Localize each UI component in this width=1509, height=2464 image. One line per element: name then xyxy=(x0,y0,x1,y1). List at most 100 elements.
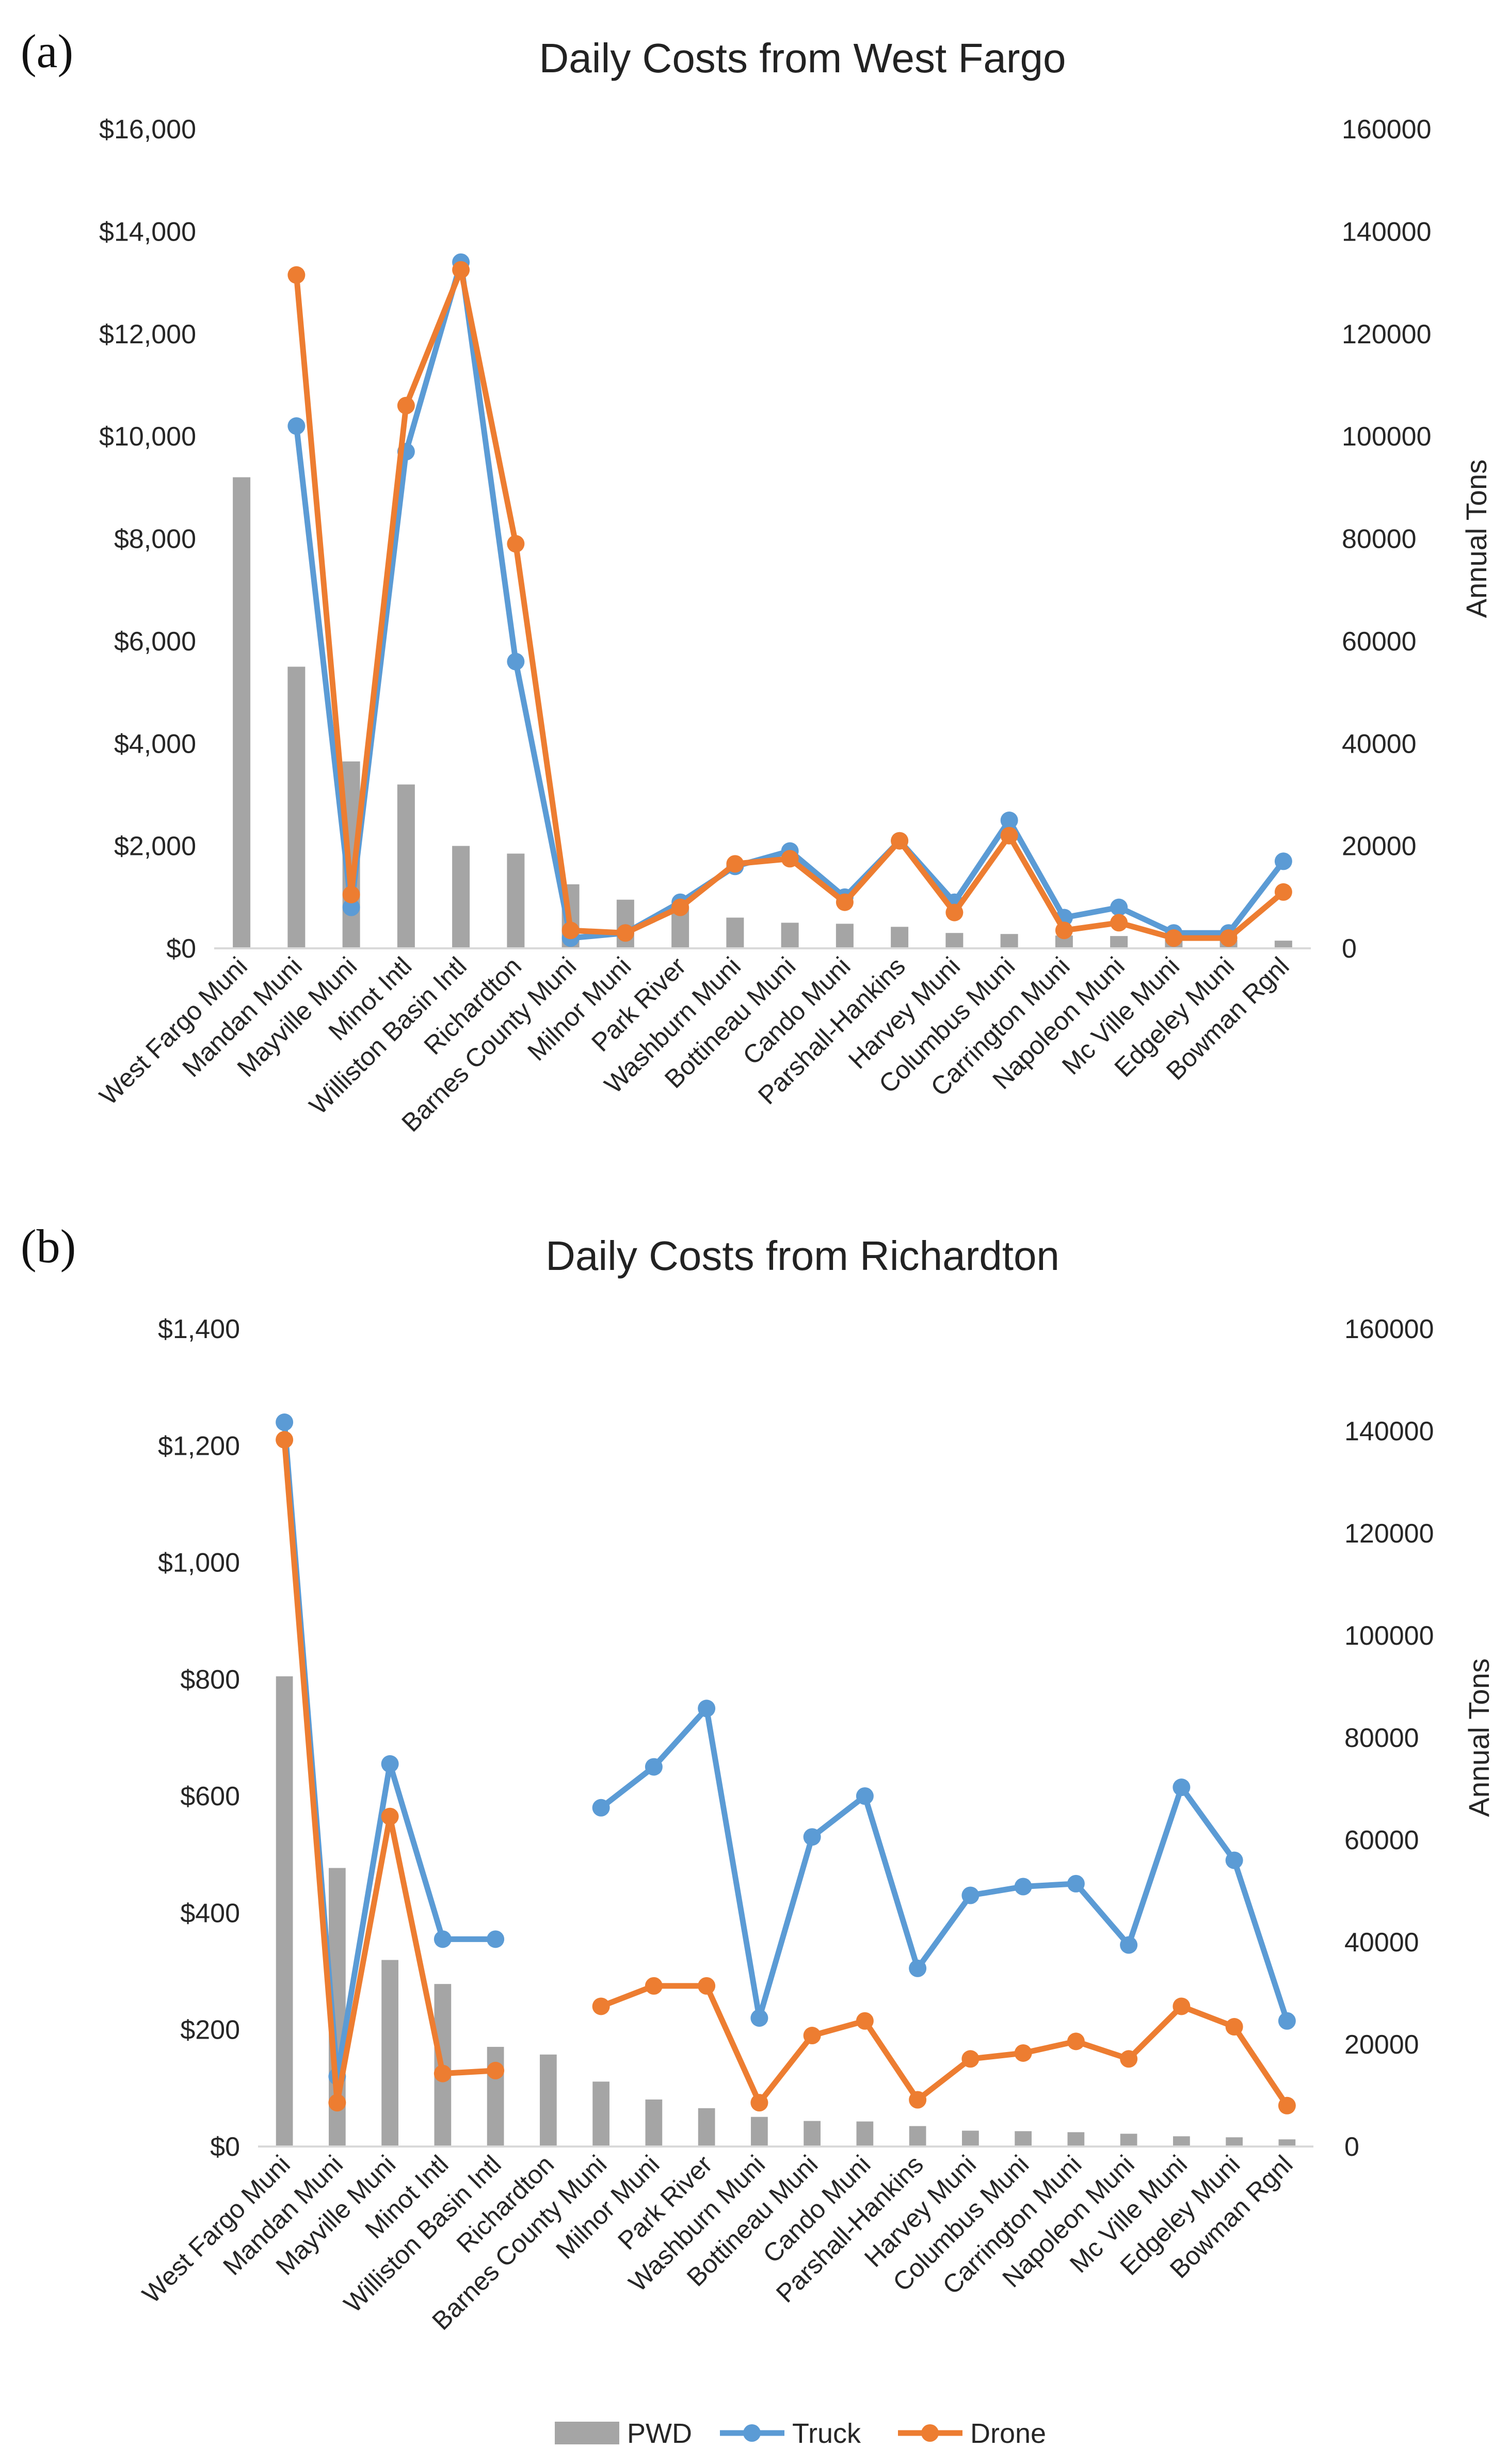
drone-point-a-bottineau-muni xyxy=(781,850,799,868)
drone-point-a-park-river xyxy=(671,898,689,916)
drone-point-a-minot-intl xyxy=(397,396,415,415)
drone-line-b-seg-1 xyxy=(598,1983,1290,2109)
y-left-tick-b-3: $600 xyxy=(180,1782,240,1811)
pwd-bar-b-bowman-rgnl xyxy=(1278,2139,1296,2147)
chart-title-a: Daily Costs from West Fargo xyxy=(539,35,1066,81)
truck-point-b-columbus-muni xyxy=(1014,1878,1032,1896)
y-right-tick-b-8: 160000 xyxy=(1344,1314,1434,1344)
drone-point-b-west-fargo-muni xyxy=(276,1430,294,1449)
y-right-tick-b-5: 100000 xyxy=(1344,1621,1434,1651)
y-left-tick-a-7: $14,000 xyxy=(99,217,196,247)
legend: PWD Truck Drone xyxy=(555,2418,1046,2449)
drone-point-b-milnor-muni xyxy=(645,1977,663,1995)
pwd-bar-b-washburn-muni xyxy=(751,2117,768,2147)
y-right-tick-b-7: 140000 xyxy=(1344,1417,1434,1446)
pwd-bar-b-carrington-muni xyxy=(1067,2132,1085,2147)
truck-point-b-mayville-muni xyxy=(381,1755,399,1773)
pwd-bar-b-edgeley-muni xyxy=(1226,2137,1243,2147)
y-left-tick-b-2: $400 xyxy=(180,1898,240,1928)
y-right-tick-b-1: 20000 xyxy=(1344,2030,1419,2060)
pwd-bar-b-bottineau-muni xyxy=(804,2121,821,2147)
y-right-axis-title-a: Annual Tons xyxy=(1460,459,1492,618)
pwd-bar-b-williston-basin-intl xyxy=(487,2046,504,2147)
y-right-tick-a-8: 160000 xyxy=(1342,115,1432,145)
panel-label-b: (b) xyxy=(21,1220,76,1273)
pwd-bar-a-bowman-rgnl xyxy=(1274,941,1292,948)
pwd-bar-a-williston-basin-intl xyxy=(452,846,470,948)
pwd-bar-a-richardton xyxy=(507,853,525,948)
y-right-tick-a-1: 20000 xyxy=(1342,832,1417,862)
drone-point-a-richardton xyxy=(507,535,525,553)
y-left-tick-a-0: $0 xyxy=(166,934,196,964)
y-left-tick-a-6: $12,000 xyxy=(99,320,196,349)
drone-point-b-mayville-muni xyxy=(381,1807,399,1825)
pwd-bar-b-richardton xyxy=(540,2054,557,2147)
pwd-bar-b-milnor-muni xyxy=(645,2099,663,2147)
y-right-tick-b-3: 60000 xyxy=(1344,1825,1419,1855)
chart-west-fargo: $0 $2,000 $4,000 $6,000 $8,000 $10,000 $12,000… xyxy=(94,115,1492,1137)
drone-point-b-park-river xyxy=(698,1977,716,1995)
truck-point-b-minot-intl xyxy=(434,1930,452,1948)
drone-point-b-bottineau-muni xyxy=(803,2027,821,2045)
drone-line-a-seg-0 xyxy=(293,267,1287,941)
truck-line-a-seg-0 xyxy=(293,259,1287,941)
y-right-tick-a-4: 80000 xyxy=(1342,524,1417,554)
pwd-bar-a-cando-muni xyxy=(836,924,854,948)
y-left-tick-b-4: $800 xyxy=(180,1665,240,1695)
chart-title-b: Daily Costs from Richardton xyxy=(545,1233,1059,1279)
pwd-bar-b-columbus-muni xyxy=(1015,2131,1032,2147)
drone-point-b-bowman-rgnl xyxy=(1278,2096,1296,2115)
y-right-tick-a-5: 100000 xyxy=(1342,422,1432,452)
truck-point-b-mc-ville-muni xyxy=(1173,1778,1191,1797)
y-right-tick-a-6: 120000 xyxy=(1342,320,1432,349)
y-right-tick-b-0: 0 xyxy=(1344,2132,1359,2162)
y-right-axis-title-b: Annual Tons xyxy=(1463,1658,1495,1817)
pwd-bar-a-minot-intl xyxy=(397,784,415,948)
y-left-tick-b-5: $1,000 xyxy=(158,1548,240,1578)
drone-point-b-napoleon-muni xyxy=(1120,2050,1138,2068)
legend-label-drone: Drone xyxy=(970,2418,1046,2449)
truck-point-b-milnor-muni xyxy=(645,1758,663,1776)
truck-point-a-bowman-rgnl xyxy=(1274,852,1292,870)
y-left-tick-a-2: $4,000 xyxy=(114,729,196,759)
drone-point-a-mc-ville-muni xyxy=(1165,929,1183,947)
truck-point-b-bowman-rgnl xyxy=(1278,2012,1296,2030)
chart-richardton: $0 $200 $400 $600 $800 $1,000 $1,200 $1,400 0 200… xyxy=(137,1314,1495,2335)
legend-label-pwd: PWD xyxy=(627,2418,692,2449)
y-left-tick-a-4: $8,000 xyxy=(114,524,196,554)
drone-point-b-mc-ville-muni xyxy=(1173,1997,1191,2015)
drone-point-a-washburn-muni xyxy=(726,855,744,873)
pwd-bar-a-west-fargo-muni xyxy=(233,477,251,948)
y-right-tick-a-0: 0 xyxy=(1342,934,1357,964)
drone-point-b-minot-intl xyxy=(434,2064,452,2083)
y-left-tick-b-6: $1,200 xyxy=(158,1431,240,1461)
drone-point-b-columbus-muni xyxy=(1014,2044,1032,2062)
y-left-tick-a-5: $10,000 xyxy=(99,422,196,452)
drone-point-b-williston-basin-intl xyxy=(487,2061,505,2079)
drone-point-a-napoleon-muni xyxy=(1110,914,1128,932)
drone-point-b-washburn-muni xyxy=(750,2094,768,2112)
y-right-tick-a-3: 60000 xyxy=(1342,627,1417,657)
pwd-bar-a-parshall-hankins xyxy=(891,927,909,948)
drone-point-a-columbus-muni xyxy=(1000,826,1018,845)
drone-point-a-carrington-muni xyxy=(1055,921,1073,940)
y-left-tick-b-1: $200 xyxy=(180,2015,240,2045)
y-right-tick-b-2: 40000 xyxy=(1344,1928,1419,1958)
drone-point-b-cando-muni xyxy=(856,2012,874,2030)
drone-point-b-carrington-muni xyxy=(1067,2032,1085,2050)
pwd-bar-a-columbus-muni xyxy=(1000,934,1018,948)
drone-point-b-parshall-hankins xyxy=(909,2091,927,2109)
drone-point-a-milnor-muni xyxy=(616,924,634,942)
truck-point-b-west-fargo-muni xyxy=(276,1413,294,1432)
pwd-bar-b-napoleon-muni xyxy=(1120,2134,1137,2147)
drone-point-b-harvey-muni xyxy=(961,2050,980,2068)
pwd-bar-a-washburn-muni xyxy=(726,917,744,948)
drone-point-b-edgeley-muni xyxy=(1225,2018,1243,2036)
drone-point-a-bowman-rgnl xyxy=(1274,883,1292,901)
truck-point-b-park-river xyxy=(698,1699,716,1718)
drone-point-a-mandan-muni xyxy=(287,266,306,284)
truck-point-b-barnes-county-muni xyxy=(592,1799,610,1817)
drone-point-a-harvey-muni xyxy=(945,903,964,921)
drone-point-a-edgeley-muni xyxy=(1219,929,1238,947)
